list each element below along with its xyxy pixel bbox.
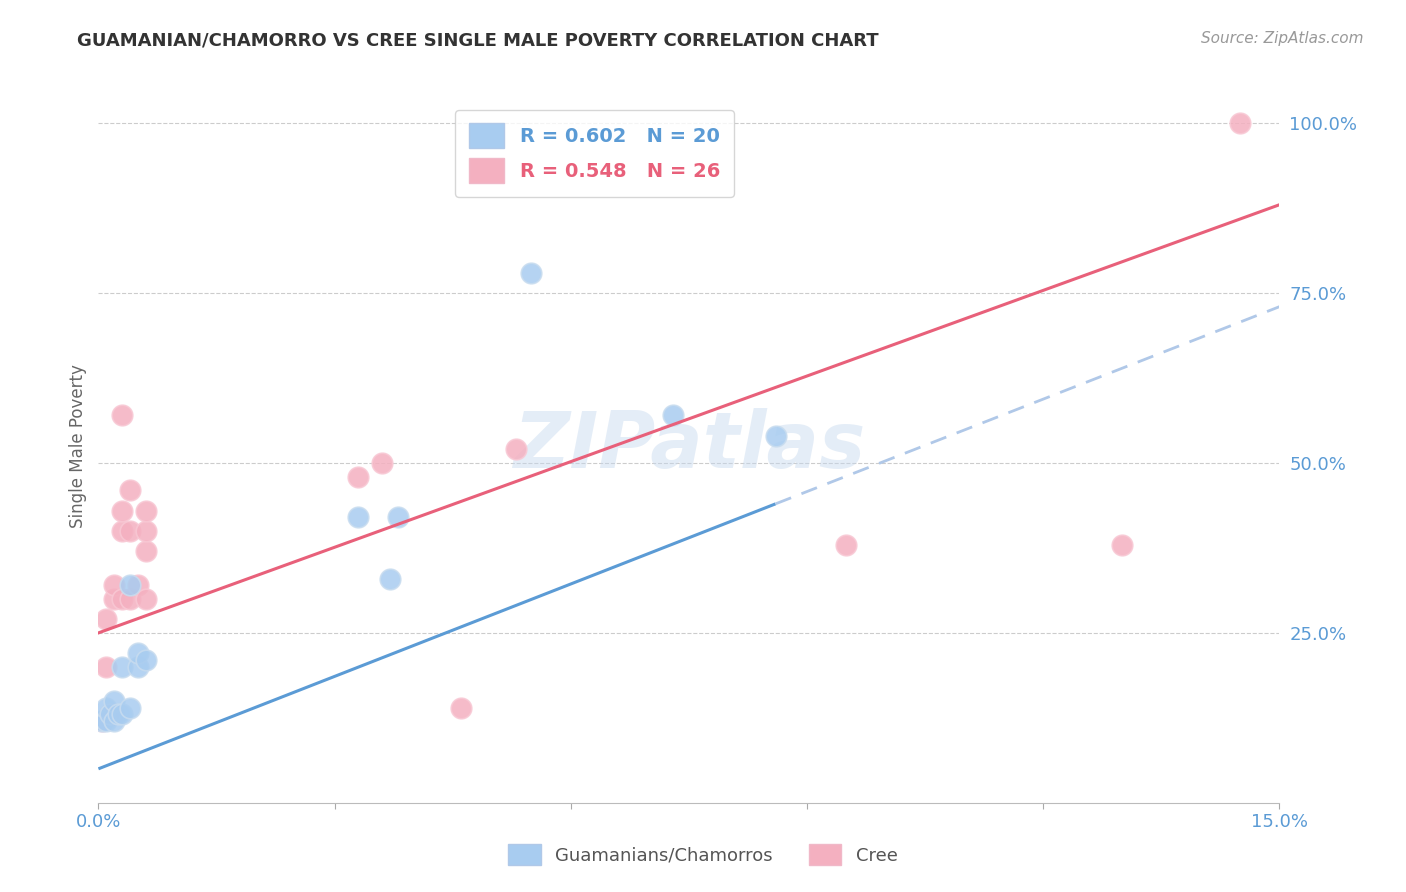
Point <box>103 591 125 606</box>
Point <box>118 700 141 714</box>
Legend: R = 0.602   N = 20, R = 0.548   N = 26: R = 0.602 N = 20, R = 0.548 N = 26 <box>456 110 734 196</box>
Point <box>98 707 121 722</box>
Point <box>1111 537 1133 551</box>
Point <box>103 694 125 708</box>
Point <box>111 707 134 722</box>
Point <box>450 700 472 714</box>
Point <box>135 653 157 667</box>
Point <box>347 510 370 524</box>
Point <box>127 646 149 660</box>
Point <box>135 503 157 517</box>
Point <box>96 660 118 674</box>
Point <box>347 469 370 483</box>
Text: GUAMANIAN/CHAMORRO VS CREE SINGLE MALE POVERTY CORRELATION CHART: GUAMANIAN/CHAMORRO VS CREE SINGLE MALE P… <box>77 31 879 49</box>
Point <box>118 591 141 606</box>
Point <box>662 409 685 423</box>
Point <box>520 266 543 280</box>
Point <box>127 578 149 592</box>
Point <box>118 578 141 592</box>
Point <box>135 591 157 606</box>
Text: Source: ZipAtlas.com: Source: ZipAtlas.com <box>1201 31 1364 46</box>
Point <box>378 572 401 586</box>
Point <box>111 660 134 674</box>
Point <box>91 714 114 729</box>
Point <box>111 503 134 517</box>
Point <box>91 714 114 729</box>
Point <box>127 660 149 674</box>
Point <box>111 409 134 423</box>
Point <box>371 456 394 470</box>
Point <box>835 537 858 551</box>
Point <box>118 483 141 498</box>
Point <box>135 544 157 558</box>
Point <box>96 612 118 626</box>
Point <box>505 442 527 457</box>
Point <box>98 707 121 722</box>
Point <box>96 714 118 729</box>
Point <box>96 700 118 714</box>
Text: ZIPatlas: ZIPatlas <box>513 408 865 484</box>
Legend: Guamanians/Chamorros, Cree: Guamanians/Chamorros, Cree <box>501 837 905 872</box>
Point <box>111 591 134 606</box>
Point <box>111 524 134 538</box>
Point <box>103 714 125 729</box>
Point <box>103 578 125 592</box>
Y-axis label: Single Male Poverty: Single Male Poverty <box>69 364 87 528</box>
Point <box>387 510 409 524</box>
Point <box>765 429 787 443</box>
Point <box>118 524 141 538</box>
Point <box>103 707 125 722</box>
Point <box>135 524 157 538</box>
Point <box>107 707 129 722</box>
Point <box>1229 116 1251 130</box>
